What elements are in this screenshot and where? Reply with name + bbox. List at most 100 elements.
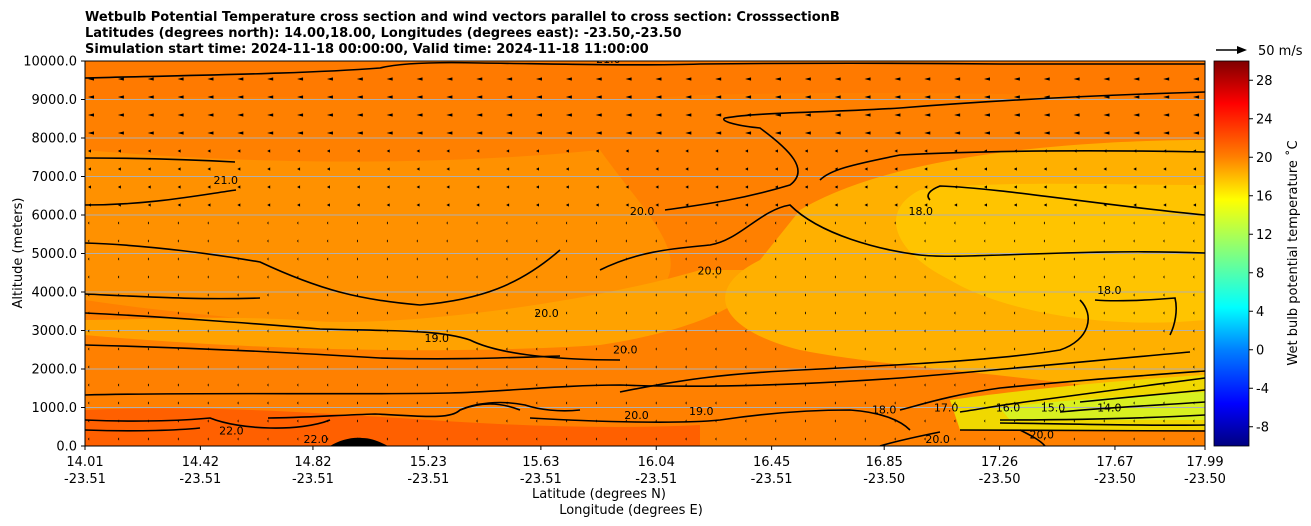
contour-label: 22.0 (304, 433, 329, 446)
wind-arrow-icon (147, 221, 149, 225)
wind-arrow-icon (984, 347, 986, 351)
wind-arrow-icon (88, 203, 91, 207)
wind-arrow-icon (177, 167, 181, 171)
wind-arrow-icon (88, 401, 90, 405)
wind-arrow-icon (117, 293, 120, 297)
wind-arrow-icon (536, 185, 539, 189)
x-axis: 14.01 -23.51 14.42 -23.51 14.82 -23.51 15.23 -2… (64, 446, 1226, 487)
wind-arrow-icon (1073, 185, 1077, 189)
wind-arrow-icon (774, 149, 778, 153)
wind-arrow-icon (476, 365, 478, 369)
wind-arrow-icon (1073, 365, 1075, 369)
wind-arrow-icon (1163, 167, 1167, 171)
colorbar-gradient (1213, 60, 1250, 447)
wind-arrow-icon (267, 113, 274, 117)
wind-arrow-icon (864, 185, 868, 189)
wind-arrow-icon (1163, 329, 1165, 333)
wind-arrow-icon (506, 365, 508, 369)
wind-arrow-icon (267, 275, 269, 279)
contour-line (959, 377, 1205, 413)
wind-arrow-icon (536, 113, 542, 117)
wind-arrow-icon (506, 95, 513, 99)
wind-arrow-icon (804, 95, 811, 99)
wind-arrow-icon (774, 131, 781, 135)
wind-arrow-icon (386, 293, 388, 297)
wind-arrow-icon (267, 329, 269, 333)
wind-arrow-icon (267, 383, 269, 387)
wind-arrow-icon (745, 77, 752, 81)
wind-arrow-icon (864, 257, 866, 261)
wind-arrow-icon (177, 383, 179, 387)
wind-arrow-icon (595, 293, 597, 297)
contour-line (459, 401, 581, 412)
wind-arrow-icon (1043, 149, 1047, 153)
wind-arrow-icon (416, 257, 418, 261)
wind-arrow-icon (207, 347, 209, 351)
contour-label: 20.0 (534, 307, 559, 320)
wind-arrow-icon (984, 239, 986, 243)
wind-arrow-icon (924, 203, 928, 207)
wind-arrow-icon (1103, 311, 1105, 315)
wind-arrow-icon (1193, 221, 1195, 225)
wind-arrow-icon (446, 167, 450, 171)
wind-arrow-icon (565, 131, 572, 135)
wind-arrow-icon (685, 167, 689, 171)
contour-label: 18.0 (1097, 284, 1122, 297)
wind-arrow-icon (267, 365, 269, 369)
wind-arrow-icon (774, 167, 778, 171)
wind-arrow-icon (834, 149, 838, 153)
wind-arrow-icon (565, 257, 568, 261)
wind-arrow-icon (506, 257, 508, 261)
wind-arrow-icon (1103, 365, 1105, 369)
wind-arrow-icon (655, 221, 657, 225)
wind-arrow-icon (88, 419, 90, 423)
wind-arrow-icon (1013, 347, 1016, 351)
wind-arrow-icon (1043, 329, 1045, 333)
wind-arrow-icon (1133, 131, 1140, 135)
colorbar-tick-label: 28 (1256, 74, 1273, 89)
colorbar-tick-label: 24 (1256, 112, 1273, 127)
wind-arrow-icon (1193, 167, 1197, 171)
wind-arrow-icon (715, 419, 717, 423)
wind-arrow-icon (117, 221, 120, 225)
wind-arrow-icon (147, 185, 151, 189)
wind-arrow-icon (745, 275, 747, 279)
wind-arrow-icon (954, 203, 958, 207)
wind-arrow-icon (1013, 203, 1017, 207)
wind-arrow-icon (177, 437, 179, 441)
contour-line (999, 414, 1205, 421)
wind-arrow-icon (864, 311, 866, 315)
wind-arrow-icon (147, 95, 154, 99)
wind-arrow-icon (326, 167, 330, 171)
wind-arrow-icon (177, 419, 179, 423)
wind-arrow-icon (1133, 221, 1135, 225)
wind-arrow-icon (88, 383, 90, 387)
x-tick-label-lat: 17.99 (1186, 455, 1223, 470)
wind-arrow-icon (297, 437, 299, 441)
wind-arrow-icon (476, 437, 478, 441)
wind-arrow-icon (655, 419, 657, 423)
y-tick-label: 6000.0 (32, 209, 78, 224)
wind-arrow-icon (177, 113, 184, 117)
upper-warm-band (85, 61, 1205, 101)
wind-arrow-icon (506, 113, 513, 117)
wind-arrow-icon (595, 185, 599, 189)
wind-arrow-icon (685, 365, 687, 369)
wind-arrow-icon (476, 239, 478, 243)
wind-arrow-icon (745, 203, 749, 207)
wind-arrow-icon (804, 293, 806, 297)
wind-arrow-icon (476, 77, 483, 81)
wind-arrow-icon (356, 347, 358, 351)
wind-arrow-icon (1073, 383, 1075, 387)
wind-arrow-icon (117, 167, 121, 171)
wind-arrow-icon (1103, 275, 1105, 279)
wind-arrow-icon (88, 131, 94, 135)
wind-arrow-icon (954, 347, 956, 351)
wind-arrow-icon (446, 203, 450, 207)
wind-arrow-icon (894, 383, 896, 387)
wind-arrow-icon (685, 95, 692, 99)
wind-arrow-icon (864, 113, 871, 117)
wind-arrow-icon (894, 131, 901, 135)
contour-line (85, 189, 237, 206)
wind-arrow-icon (476, 257, 478, 261)
